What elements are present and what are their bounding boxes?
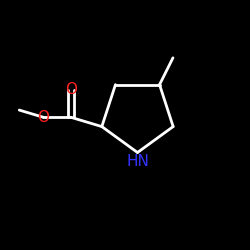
Text: HN: HN: [126, 154, 149, 169]
Text: O: O: [37, 110, 49, 125]
Text: O: O: [65, 82, 77, 97]
